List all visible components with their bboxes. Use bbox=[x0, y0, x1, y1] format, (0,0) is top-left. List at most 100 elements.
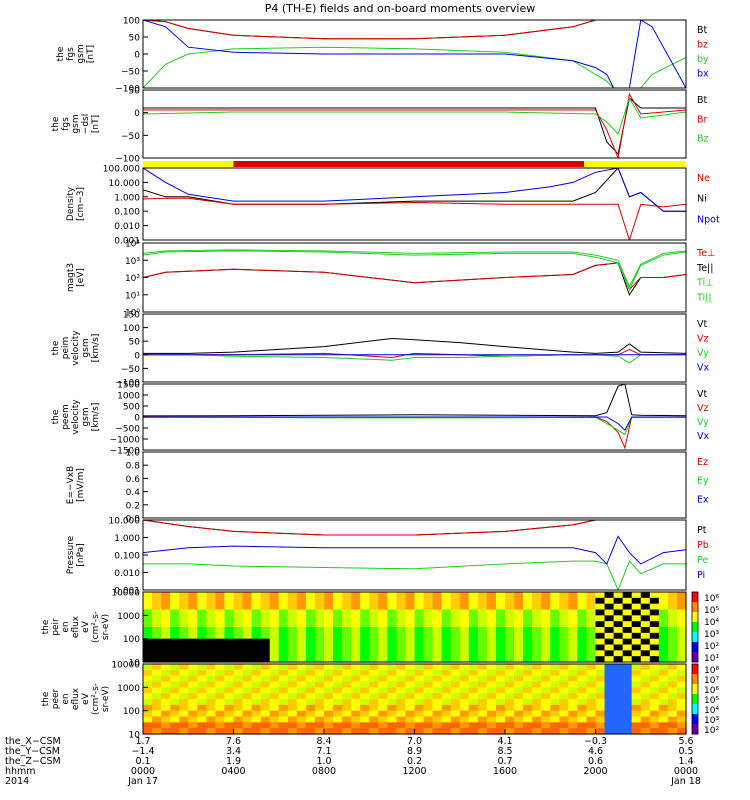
heatmap-cell bbox=[649, 681, 660, 688]
ylabel-line: sr-eV) bbox=[101, 686, 111, 712]
heatmap-cell bbox=[640, 597, 651, 605]
panel-frame-density bbox=[142, 167, 687, 241]
heatmap-cell bbox=[278, 638, 289, 646]
heatmap-cell bbox=[432, 669, 443, 677]
heatmap-cell bbox=[631, 592, 642, 599]
heatmap-cell bbox=[631, 632, 642, 640]
heatmap-cell bbox=[287, 704, 298, 712]
legend-peem_velocity-Vx: Vx bbox=[697, 431, 709, 442]
heatmap-cell bbox=[260, 699, 271, 706]
heatmap-cell bbox=[305, 627, 316, 634]
heatmap-cell bbox=[550, 609, 560, 616]
heatmap-cell bbox=[233, 728, 244, 735]
heatmap-cell bbox=[477, 704, 488, 712]
heatmap-cell bbox=[260, 650, 271, 657]
heatmap-cell bbox=[532, 650, 542, 657]
heatmap-cell bbox=[206, 650, 216, 657]
colorbar-tick-label: 10⁵ bbox=[704, 696, 719, 706]
heatmap-cell bbox=[179, 681, 189, 688]
heatmap-cell bbox=[523, 592, 533, 599]
heatmap-cell bbox=[676, 627, 687, 634]
heatmap-cell bbox=[450, 704, 461, 712]
heatmap-cell bbox=[360, 699, 370, 706]
heatmap-cell bbox=[450, 693, 461, 700]
heatmap-cell bbox=[514, 621, 524, 628]
heatmap-cell bbox=[251, 621, 262, 628]
heatmap-cell bbox=[197, 609, 207, 616]
heatmap-cell bbox=[477, 603, 488, 611]
heatmap-cell bbox=[143, 615, 153, 622]
heatmap-cell bbox=[550, 627, 560, 634]
heatmap-cell bbox=[378, 632, 388, 640]
heatmap-cell bbox=[260, 675, 271, 683]
heatmap-cell bbox=[351, 644, 361, 651]
heatmap-cell bbox=[351, 681, 361, 688]
ylabel-line: (cm²-s- bbox=[91, 611, 101, 643]
heatmap-cell bbox=[278, 728, 289, 735]
heatmap-cell bbox=[649, 627, 660, 634]
legend-temperature-Ti⊥: Ti⊥ bbox=[696, 278, 713, 289]
heatmap-cell bbox=[523, 621, 533, 628]
heatmap-cell bbox=[342, 597, 352, 605]
heatmap-cell bbox=[260, 609, 271, 616]
heatmap-cell bbox=[568, 597, 578, 605]
heatmap-cell bbox=[676, 704, 687, 712]
heatmap-cell bbox=[550, 710, 560, 718]
heatmap-cell bbox=[604, 656, 615, 663]
heatmap-cell bbox=[532, 669, 542, 677]
heatmap-cell bbox=[577, 615, 588, 622]
heatmap-cell bbox=[369, 687, 379, 694]
panel-peir_spec: thepeirenefluxeV(cm²-s-sr-eV)10⁶10⁵10⁴10… bbox=[41, 589, 719, 669]
heatmap-cell bbox=[188, 638, 198, 646]
heatmap-cell bbox=[233, 693, 244, 700]
heatmap-cell bbox=[342, 669, 352, 677]
y-tick-label: 10000 bbox=[111, 589, 140, 599]
heatmap-cell bbox=[559, 669, 569, 677]
heatmap-cell bbox=[305, 621, 316, 628]
heatmap-cell bbox=[206, 603, 216, 611]
colorbar-segment bbox=[692, 724, 698, 735]
heatmap-cell bbox=[197, 644, 207, 651]
heatmap-cell bbox=[260, 710, 271, 718]
heatmap-cell bbox=[658, 675, 669, 683]
heatmap-cell bbox=[369, 722, 379, 729]
heatmap-cell bbox=[595, 650, 606, 657]
y-tick-label: 1000 bbox=[117, 612, 140, 622]
heatmap-cell bbox=[351, 632, 361, 640]
heatmap-cell bbox=[622, 603, 633, 611]
heatmap-cell bbox=[568, 699, 578, 706]
heatmap-cell bbox=[586, 710, 597, 718]
ylabel-line: magt3 bbox=[66, 263, 76, 292]
heatmap-cell bbox=[333, 638, 343, 646]
heatmap-cell bbox=[640, 681, 651, 688]
heatmap-cell bbox=[206, 710, 216, 718]
heatmap-cell bbox=[477, 627, 488, 634]
heatmap-cell bbox=[423, 681, 434, 688]
heatmap-cell bbox=[414, 597, 425, 605]
heatmap-cell bbox=[667, 644, 678, 651]
heatmap-cell bbox=[333, 597, 343, 605]
panel-frame-efield bbox=[142, 451, 687, 519]
heatmap-cell bbox=[278, 656, 289, 663]
heatmap-cell bbox=[387, 627, 397, 634]
colorbar-tick-label: 10⁴ bbox=[704, 706, 719, 716]
heatmap-cell bbox=[640, 656, 651, 663]
heatmap-cell bbox=[541, 650, 551, 657]
heatmap-cell bbox=[333, 621, 343, 628]
heatmap-cell bbox=[604, 710, 615, 718]
y-tick-label: 0.100 bbox=[114, 208, 140, 218]
heatmap-cell bbox=[260, 687, 271, 694]
heatmap-cell bbox=[197, 675, 207, 683]
heatmap-cell bbox=[667, 609, 678, 616]
heatmap-cell bbox=[414, 632, 425, 640]
heatmap-cell bbox=[296, 716, 307, 723]
heatmap-cell bbox=[314, 650, 325, 657]
heatmap-cell bbox=[179, 699, 189, 706]
x-tick-csm-y: 0.5 bbox=[678, 746, 693, 757]
ylabel-line: [mV/m] bbox=[76, 468, 86, 502]
heatmap-cell bbox=[649, 669, 660, 677]
heatmap-cell bbox=[260, 615, 271, 622]
heatmap-cell bbox=[260, 704, 271, 712]
heatmap-cell bbox=[559, 693, 569, 700]
heatmap-cell bbox=[396, 699, 407, 706]
